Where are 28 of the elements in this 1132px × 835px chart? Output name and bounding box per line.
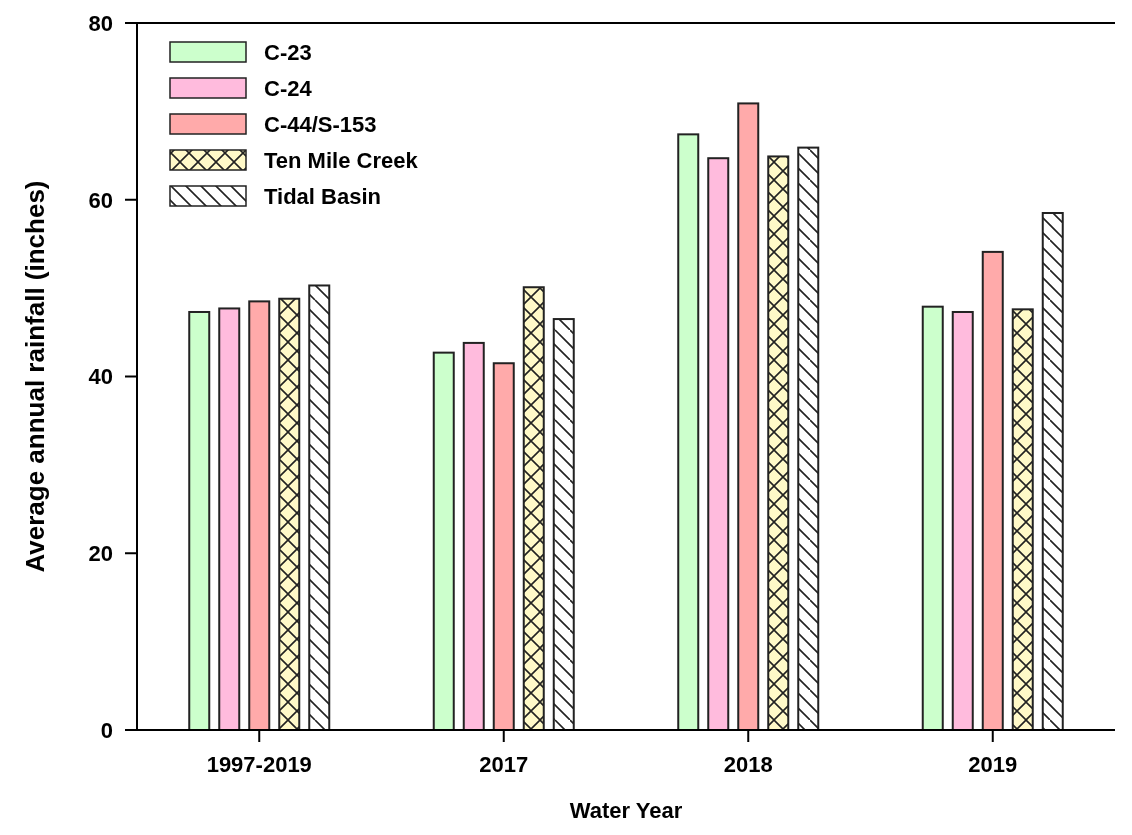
bar xyxy=(981,250,1004,731)
bar xyxy=(921,305,944,731)
bar xyxy=(218,307,241,731)
legend-label: C-23 xyxy=(264,39,312,65)
x-tick-label: 2017 xyxy=(479,752,529,777)
bar xyxy=(462,341,485,731)
y-axis-title: Average annual rainfall (inches) xyxy=(20,180,50,573)
y-tick-label: 20 xyxy=(88,541,113,567)
y-tick-label: 0 xyxy=(100,717,113,743)
x-axis-title: Water Year xyxy=(569,798,683,823)
bar xyxy=(707,157,730,731)
x-tick-label: 2018 xyxy=(723,752,773,777)
y-tick-label: 60 xyxy=(88,187,113,213)
legend-label: Ten Mile Creek xyxy=(264,147,419,173)
legend-label: C-24 xyxy=(264,75,313,101)
bar xyxy=(677,133,700,731)
x-tick-label: 1997-2019 xyxy=(206,752,312,777)
bar xyxy=(737,102,760,731)
y-tick-label: 80 xyxy=(88,10,113,36)
bar xyxy=(188,310,211,731)
bar xyxy=(432,351,455,731)
legend-label: C-44/S-153 xyxy=(264,111,377,137)
bar xyxy=(492,362,515,731)
bar xyxy=(248,300,271,731)
legend-label: Tidal Basin xyxy=(264,183,381,209)
bar xyxy=(951,310,974,731)
x-tick-label: 2019 xyxy=(968,752,1018,777)
y-tick-label: 40 xyxy=(88,364,113,390)
